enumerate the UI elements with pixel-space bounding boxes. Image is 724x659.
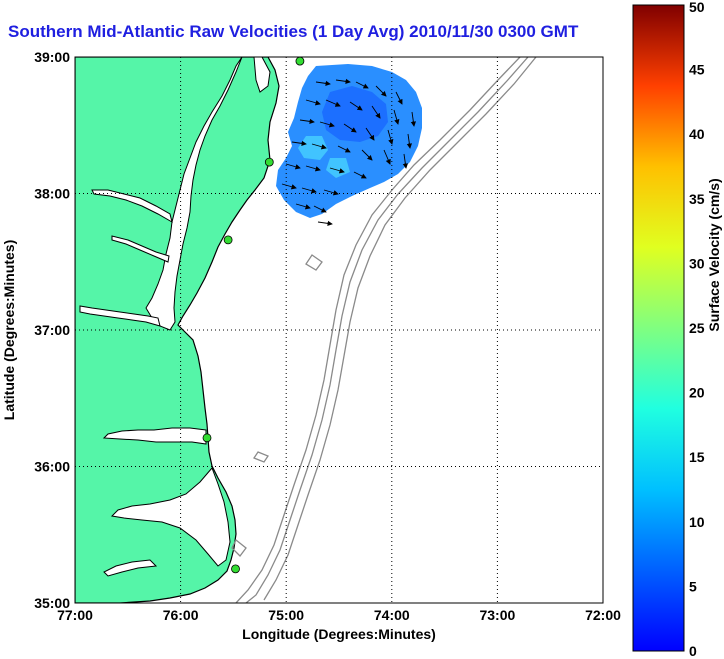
- colorbar-tick-label: 15: [689, 449, 705, 465]
- y-tick-label: 39:00: [34, 49, 70, 65]
- delaware-bay: [253, 57, 271, 93]
- radar-station-marker: [202, 433, 212, 443]
- x-tick-label: 76:00: [163, 607, 199, 623]
- pamlico-sound: [110, 467, 231, 567]
- x-axis-label: Longitude (Degrees:Minutes): [242, 626, 436, 642]
- x-axis-ticks: 77:00 76:00 75:00 74:00 73:00 72:00: [57, 607, 621, 623]
- y-tick-label: 35:00: [34, 595, 70, 611]
- x-tick-label: 73:00: [479, 607, 515, 623]
- hf-radar-stations: [202, 56, 305, 574]
- radar-station-marker: [264, 157, 274, 167]
- colorbar-tick-label: 5: [689, 578, 697, 594]
- colorbar-tick-label: 10: [689, 514, 705, 530]
- colorbar-tick-label: 35: [689, 191, 705, 207]
- neuse-river: [103, 559, 158, 577]
- albemarle-sound: [102, 427, 207, 445]
- velocity-arrows: [281, 78, 417, 227]
- colorbar-tick-label: 30: [689, 255, 705, 271]
- rappahannock-river: [111, 235, 170, 263]
- colorbar-tick-label: 45: [689, 62, 705, 78]
- radar-station-marker: [295, 56, 305, 66]
- colorbar-tick-label: 0: [689, 643, 697, 659]
- james-river: [79, 305, 161, 327]
- radar-station-marker: [231, 564, 240, 574]
- y-tick-label: 36:00: [34, 459, 70, 475]
- x-tick-label: 72:00: [585, 607, 621, 623]
- x-tick-label: 77:00: [57, 607, 93, 623]
- y-tick-label: 37:00: [34, 322, 70, 338]
- map-title: Southern Mid-Atlantic Raw Velocities (1 …: [8, 22, 579, 41]
- x-tick-label: 74:00: [374, 607, 410, 623]
- colorbar-tick-label: 40: [689, 126, 705, 142]
- velocity-field: [276, 64, 422, 218]
- colorbar-ticks: 0 5 10 15 20 25 30 35 40 45 50: [689, 0, 705, 659]
- colorbar: [632, 4, 685, 652]
- colorbar-label: Surface Velocity (cm/s): [706, 178, 722, 331]
- y-axis-label: Latitude (Degrees:Minutes): [1, 240, 17, 420]
- colorbar-tick-label: 25: [689, 320, 705, 336]
- colorbar-tick-label: 50: [689, 0, 705, 15]
- radar-station-marker: [223, 235, 233, 245]
- y-tick-label: 38:00: [34, 186, 70, 202]
- plot-frame: [74, 56, 604, 604]
- x-tick-label: 75:00: [268, 607, 304, 623]
- y-axis-ticks: 39:00 38:00 37:00 36:00 35:00: [34, 49, 70, 611]
- isobath-contours: [231, 57, 537, 603]
- colorbar-tick-label: 20: [689, 385, 705, 401]
- grid-lines: [75, 57, 603, 603]
